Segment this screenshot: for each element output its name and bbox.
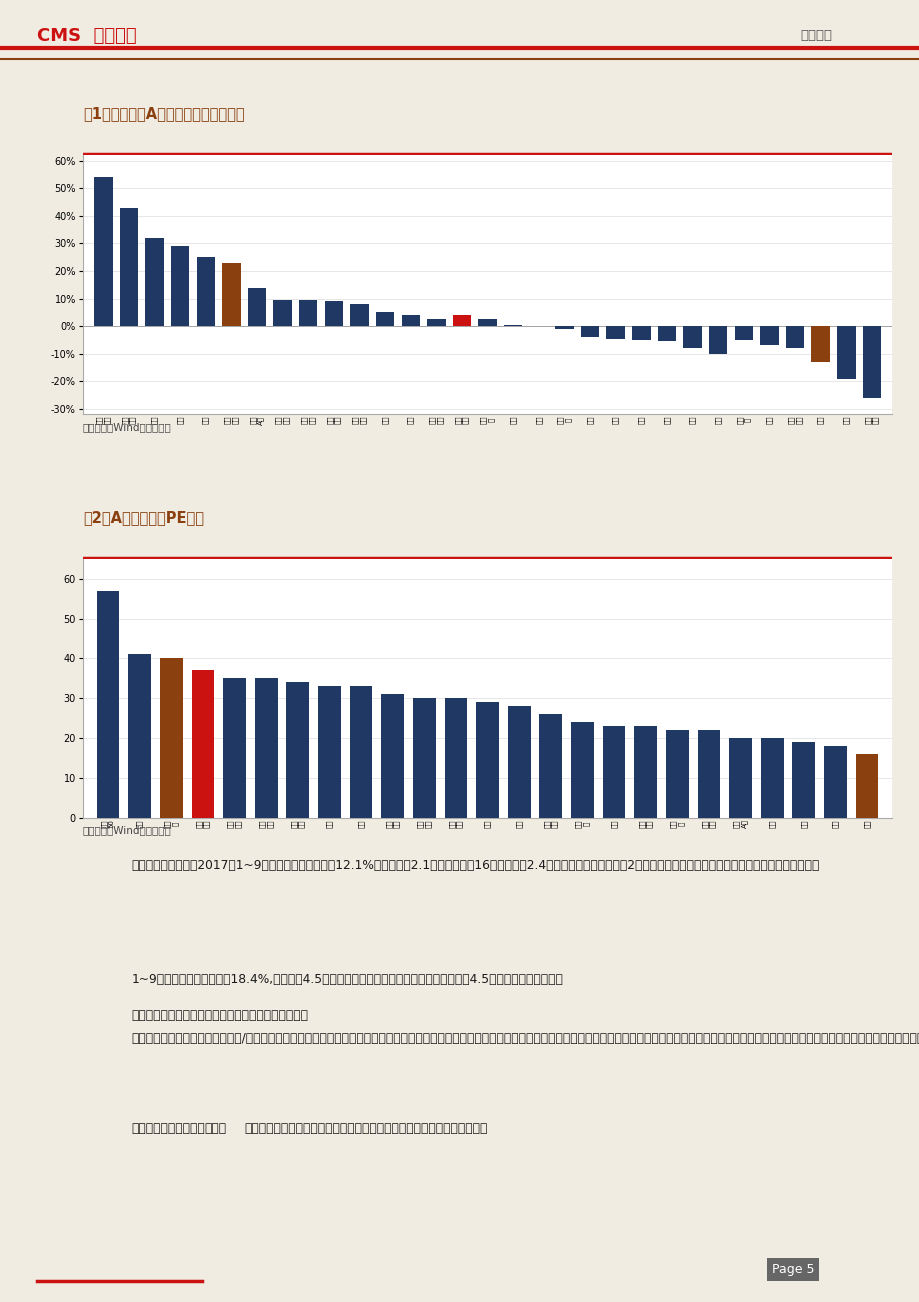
Bar — [602, 727, 625, 818]
Bar — [571, 723, 594, 818]
Text: 在已经落地的政策中，: 在已经落地的政策中， — [131, 1122, 205, 1135]
Bar — [729, 738, 751, 818]
Bar — [119, 207, 138, 327]
Bar — [759, 327, 777, 345]
Bar — [709, 327, 727, 354]
Bar — [823, 746, 846, 818]
Bar — [223, 678, 245, 818]
Text: 资料来源：Wind、招商证券: 资料来源：Wind、招商证券 — [83, 825, 171, 836]
Bar — [221, 263, 241, 327]
Bar — [401, 315, 419, 327]
Bar — [197, 258, 215, 327]
Bar — [426, 319, 445, 327]
Bar — [452, 315, 471, 327]
Text: 两票制: 两票制 — [204, 1122, 226, 1135]
Bar — [376, 312, 394, 327]
Bar — [478, 319, 496, 327]
Text: 行业研究: 行业研究 — [800, 30, 832, 42]
Bar — [94, 177, 112, 327]
Bar — [160, 659, 183, 818]
Bar — [96, 591, 119, 818]
Bar — [350, 305, 369, 327]
Bar — [855, 754, 878, 818]
Bar — [349, 686, 372, 818]
Text: 资料来源：Wind、招商证券: 资料来源：Wind、招商证券 — [83, 422, 171, 432]
Bar — [791, 742, 814, 818]
Bar — [255, 678, 278, 818]
Bar — [286, 682, 309, 818]
Bar — [145, 238, 164, 327]
Bar — [733, 327, 753, 340]
Bar — [760, 738, 783, 818]
Bar — [836, 327, 855, 379]
Bar — [539, 715, 562, 818]
Text: 收入增速小于利润增速是行业市场集中度提升的表现，: 收入增速小于利润增速是行业市场集中度提升的表现， — [131, 1009, 308, 1022]
Bar — [606, 327, 624, 339]
Bar — [381, 694, 403, 818]
Bar — [191, 671, 214, 818]
Text: Page 5: Page 5 — [771, 1263, 813, 1276]
Text: 图2：A股各个板块PE对比: 图2：A股各个板块PE对比 — [83, 510, 204, 525]
Bar — [631, 327, 650, 340]
Bar — [318, 686, 340, 818]
Text: 1~9月，医药行业利润增速18.4%,同比提升4.5个百分点，与去年全年利润增速相比，提升了4.5个百分点。我们判断，: 1~9月，医药行业利润增速18.4%,同比提升4.5个百分点，与去年全年利润增速… — [131, 973, 562, 986]
Bar — [476, 702, 498, 818]
Bar — [247, 288, 266, 327]
Bar — [862, 327, 880, 398]
Bar — [785, 327, 803, 348]
Bar — [697, 730, 720, 818]
Bar — [504, 324, 522, 327]
Text: 行业龙头（通常是白马股）在规模/成本控制、学术推广实力、研发实力等方面占有明显优势，在监管趋严、鼓励创新的市场中，应对更加从容、迅速、有效。随着市场集中度的提升: 行业龙头（通常是白马股）在规模/成本控制、学术推广实力、研发实力等方面占有明显优… — [131, 1032, 919, 1046]
Text: CMS  招商证券: CMS 招商证券 — [37, 27, 136, 44]
Bar — [507, 706, 530, 818]
Bar — [324, 301, 343, 327]
Text: 图1：年初至今A股各个板块涨跌幅对比: 图1：年初至今A股各个板块涨跌幅对比 — [83, 107, 244, 121]
Bar — [634, 727, 656, 818]
Bar — [580, 327, 598, 337]
Bar — [683, 327, 701, 348]
Bar — [811, 327, 829, 362]
Text: 从统计局数据来看，2017年1~9月，制药行业收入增速12.1%，同比上升2.1个百分点，比16年全年提升2.4个百分点。也印证我们在2季度投资策略中，认为医药: 从统计局数据来看，2017年1~9月，制药行业收入增速12.1%，同比上升2.1… — [131, 859, 819, 872]
Bar — [299, 299, 317, 327]
Bar — [273, 299, 291, 327]
Text: 对商业企业影响明显，主要体现是企业调拔业务的减少和业绩增速的下降。: 对商业企业影响明显，主要体现是企业调拔业务的减少和业绩增速的下降。 — [244, 1122, 488, 1135]
Bar — [413, 698, 436, 818]
Bar — [665, 730, 688, 818]
Bar — [555, 327, 573, 329]
Bar — [657, 327, 675, 341]
Bar — [129, 655, 151, 818]
Bar — [444, 698, 467, 818]
Bar — [171, 246, 189, 327]
